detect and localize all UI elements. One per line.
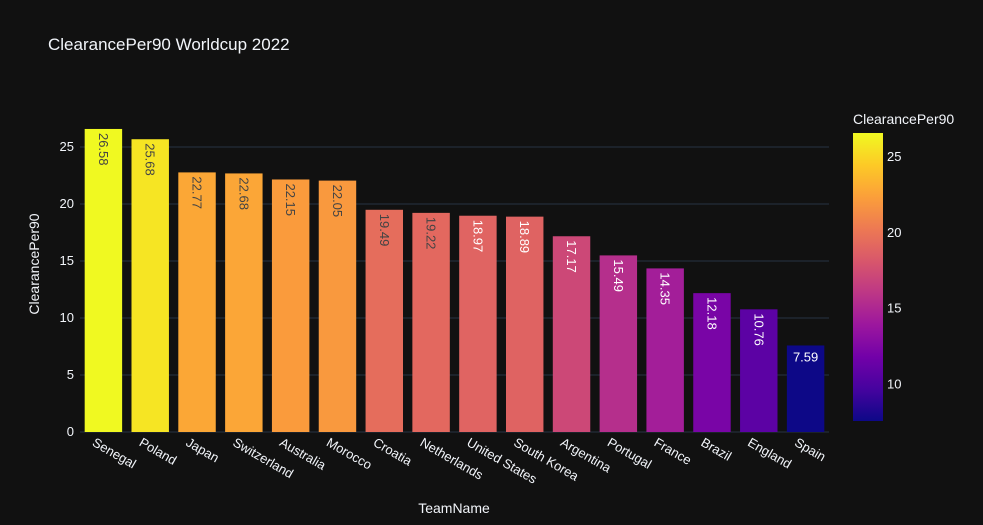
y-tick-label: 5 bbox=[67, 367, 74, 382]
colorbar-tick-label: 20 bbox=[887, 225, 901, 240]
bar[interactable] bbox=[178, 172, 216, 432]
y-tick-label: 10 bbox=[60, 310, 74, 325]
bar[interactable] bbox=[786, 345, 825, 432]
bar-value-label: 14.35 bbox=[658, 272, 673, 305]
colorbar-title: ClearancePer90 bbox=[853, 111, 954, 127]
bar-value-label: 17.17 bbox=[564, 240, 579, 273]
colorbar-tick-label: 25 bbox=[887, 149, 901, 164]
colorbar-ticks: 10 15 20 25 bbox=[887, 149, 901, 391]
bar[interactable] bbox=[646, 268, 684, 432]
colorbar-tick-label: 15 bbox=[887, 301, 901, 316]
y-axis-ticks: 0 5 10 15 20 25 bbox=[60, 139, 74, 439]
x-axis-title: TeamName bbox=[418, 500, 490, 516]
bar-value-label: 10.76 bbox=[751, 313, 766, 346]
bar[interactable] bbox=[225, 173, 263, 433]
y-tick-label: 20 bbox=[60, 196, 74, 211]
bar-value-label: 22.05 bbox=[330, 185, 345, 218]
bar[interactable] bbox=[552, 236, 591, 432]
bar-value-label: 19.22 bbox=[424, 217, 439, 250]
bar-value-label: 15.49 bbox=[611, 259, 626, 292]
bar[interactable] bbox=[599, 255, 638, 432]
colorbar-tick-label: 10 bbox=[887, 376, 901, 391]
bar[interactable] bbox=[740, 309, 778, 432]
bar-value-label: 19.49 bbox=[377, 214, 392, 247]
bar-value-label: 18.89 bbox=[517, 221, 532, 254]
bar-value-label: 22.68 bbox=[236, 177, 251, 210]
bar[interactable] bbox=[271, 179, 310, 432]
bar-value-label: 25.68 bbox=[143, 143, 158, 176]
bar[interactable] bbox=[693, 293, 731, 432]
bar-value-label: 7.59 bbox=[793, 349, 818, 364]
bar-value-label: 12.18 bbox=[704, 297, 719, 330]
bar[interactable] bbox=[131, 139, 169, 433]
bar[interactable] bbox=[365, 209, 404, 432]
colorbar-gradient bbox=[853, 133, 883, 421]
bar-value-label: 22.77 bbox=[190, 176, 205, 209]
bar[interactable] bbox=[318, 180, 357, 432]
bar[interactable] bbox=[412, 212, 450, 432]
bar-value-label: 18.97 bbox=[470, 220, 485, 253]
bars: 26.58 25.68 22.77 22.68 22.15 22.05 19.49 19.22… bbox=[84, 128, 825, 433]
bar[interactable] bbox=[505, 216, 544, 432]
bar-value-label: 22.15 bbox=[283, 183, 298, 216]
chart-title: ClearancePer90 Worldcup 2022 bbox=[48, 35, 290, 54]
bar[interactable] bbox=[459, 215, 497, 432]
y-axis-title: ClearancePer90 bbox=[26, 213, 42, 314]
bar-value-label: 26.58 bbox=[96, 133, 111, 166]
y-tick-label: 0 bbox=[67, 424, 74, 439]
y-tick-label: 15 bbox=[60, 253, 74, 268]
bar[interactable] bbox=[84, 128, 123, 432]
y-tick-label: 25 bbox=[60, 139, 74, 154]
colorbar: ClearancePer90 10 15 20 25 bbox=[853, 111, 954, 421]
